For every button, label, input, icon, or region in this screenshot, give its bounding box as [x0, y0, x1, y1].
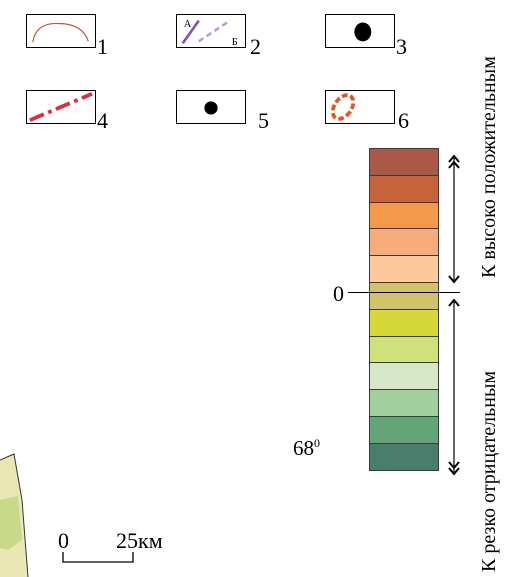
legend-symbol-1: [26, 14, 96, 48]
legend-symbol-5: [176, 90, 246, 124]
dashed-ellipse-icon: [330, 93, 356, 121]
color-swatch: [369, 281, 439, 310]
lower-range-label: К резко отрицательным: [478, 370, 500, 572]
color-swatch: [369, 174, 439, 203]
legend-number-3: 3: [396, 34, 407, 59]
scale-zero-line: [348, 292, 460, 294]
legend-number-5: 5: [258, 108, 269, 133]
upper-range-label: К высоко положительным: [478, 56, 500, 278]
color-scale: [369, 148, 439, 471]
color-swatch: [369, 362, 439, 391]
legend-number-1: 1: [97, 34, 108, 59]
legend-number-2: 2: [250, 34, 261, 59]
scale-bar-value: 25км: [116, 528, 163, 553]
profile-line-icon: А Б: [181, 19, 238, 47]
legend-symbol-2: А Б: [176, 14, 246, 48]
map-fragment: [0, 453, 29, 577]
scale-zero-label: 0: [333, 281, 344, 306]
latitude-label: 680: [293, 436, 320, 461]
outline-arc-icon: [32, 22, 89, 43]
color-swatch: [369, 389, 439, 417]
color-swatch: [369, 228, 439, 257]
color-swatch: [369, 415, 439, 444]
scale-bar-line: [62, 552, 134, 563]
color-swatch: [369, 442, 439, 471]
legend-symbol-3: [325, 14, 395, 48]
latitude-value: 68: [293, 436, 314, 460]
color-swatch: [369, 148, 439, 176]
scale-arrows: [448, 154, 460, 476]
color-swatch: [369, 308, 439, 337]
legend-symbol-6: [325, 90, 395, 124]
color-swatch: [369, 201, 439, 230]
color-swatch: [369, 335, 439, 364]
color-swatch: [369, 255, 439, 283]
legend-number-4: 4: [97, 108, 108, 133]
degree-symbol: 0: [314, 436, 320, 450]
dash-dot-line-icon: [29, 92, 93, 122]
legend-symbol-4: [26, 90, 96, 124]
small-dot-icon: [204, 101, 218, 115]
profile-end-label: Б: [232, 37, 238, 47]
profile-start-label: А: [184, 19, 192, 30]
legend-number-6: 6: [398, 108, 409, 133]
scale-bar-zero: 0: [58, 528, 69, 553]
large-dot-icon: [354, 22, 372, 42]
